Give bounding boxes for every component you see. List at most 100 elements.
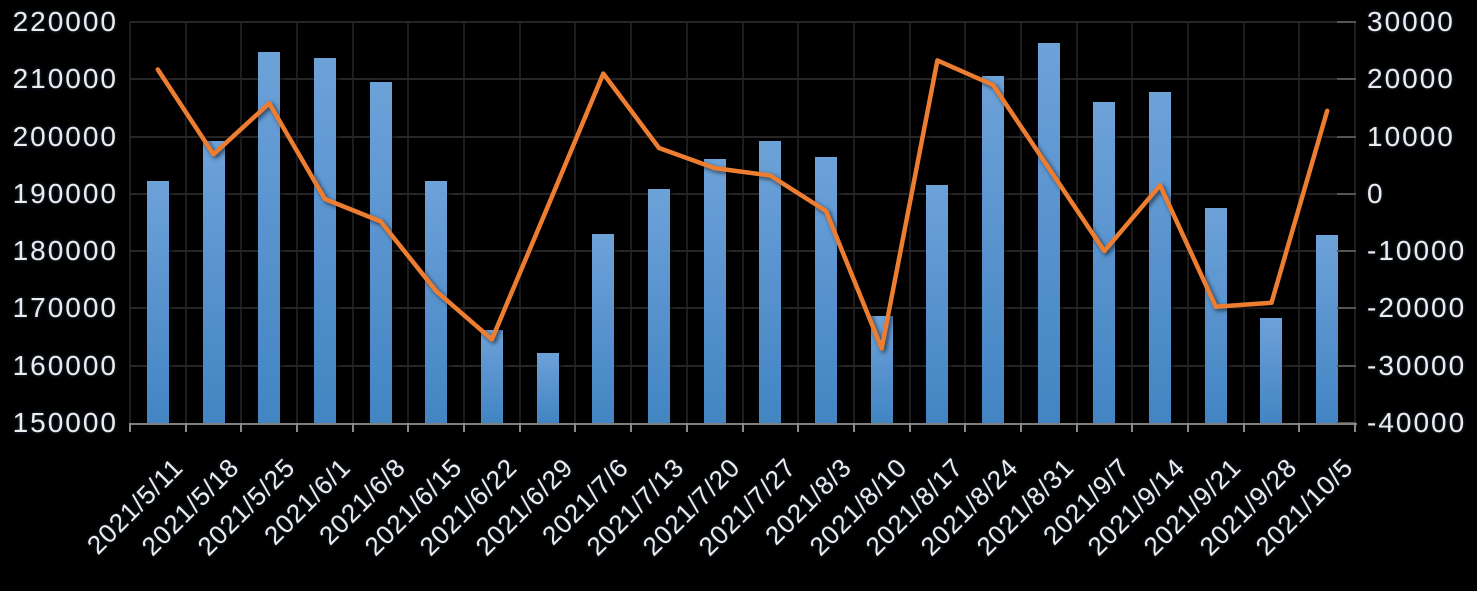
bar-2021-5-11[interactable] [146, 180, 169, 423]
bar-2021-7-27[interactable] [759, 140, 782, 423]
bar-2021-6-1[interactable] [313, 58, 336, 423]
left-axis-tick-label: 150000 [12, 407, 118, 438]
right-axis-tick-label: 20000 [1367, 63, 1455, 95]
x-axis-tick [518, 423, 521, 432]
right-axis-tick [1337, 364, 1356, 367]
x-axis-tick [630, 423, 633, 432]
x-axis-tick [908, 423, 911, 432]
right-axis-tick-label: -30000 [1367, 349, 1467, 381]
vertical-gridline [184, 22, 187, 423]
bar-2021-8-31[interactable] [1037, 42, 1060, 423]
x-axis-tick [574, 423, 577, 432]
horizontal-gridline [130, 307, 1355, 310]
horizontal-gridline [130, 135, 1355, 138]
x-axis-tick [685, 423, 688, 432]
bar-2021-9-7[interactable] [1093, 102, 1116, 423]
x-axis-line [130, 423, 1357, 425]
bar-2021-6-15[interactable] [425, 181, 448, 423]
bar-2021-5-25[interactable] [258, 51, 281, 423]
right-axis-tick [1337, 21, 1356, 23]
right-axis-tick-label: 30000 [1367, 6, 1455, 37]
left-axis-tick-label: 200000 [12, 120, 118, 152]
vertical-gridline [685, 22, 688, 423]
vertical-gridline [1354, 22, 1356, 423]
x-axis-tick [1075, 423, 1078, 432]
x-axis-tick [129, 423, 131, 432]
x-axis-tick [852, 423, 855, 432]
vertical-gridline [1242, 22, 1245, 423]
x-axis-tick [407, 423, 410, 432]
x-axis-tick [1298, 423, 1301, 432]
bar-2021-8-3[interactable] [815, 157, 838, 423]
bar-2021-6-8[interactable] [369, 82, 392, 423]
x-axis-tick [1131, 423, 1134, 432]
bar-2021-7-20[interactable] [703, 158, 726, 423]
bar-2021-8-24[interactable] [982, 75, 1005, 423]
right-axis-tick-label: -10000 [1367, 235, 1467, 267]
horizontal-gridline [130, 21, 1355, 23]
x-axis-tick [964, 423, 967, 432]
bar-2021-8-10[interactable] [870, 315, 893, 423]
x-axis-tick [240, 423, 243, 432]
left-axis-tick-label: 220000 [12, 6, 118, 37]
x-axis-tick [1354, 423, 1356, 432]
vertical-gridline [463, 22, 466, 423]
bar-2021-10-5[interactable] [1316, 235, 1339, 423]
vertical-gridline [407, 22, 410, 423]
x-axis-tick [296, 423, 299, 432]
left-axis-tick-label: 190000 [12, 177, 118, 209]
vertical-gridline [1186, 22, 1189, 423]
bar-2021-5-18[interactable] [202, 141, 225, 423]
vertical-gridline [296, 22, 299, 423]
x-axis-tick [463, 423, 466, 432]
vertical-gridline [908, 22, 911, 423]
vertical-gridline [240, 22, 243, 423]
right-axis-tick-label: 10000 [1367, 120, 1455, 152]
vertical-gridline [574, 22, 577, 423]
x-axis-tick [1242, 423, 1245, 432]
right-axis-tick-label: -40000 [1367, 407, 1467, 438]
bar-2021-7-13[interactable] [647, 188, 670, 423]
right-axis-tick [1337, 250, 1356, 253]
bar-2021-6-29[interactable] [536, 353, 559, 423]
bar-2021-9-28[interactable] [1260, 317, 1283, 423]
x-axis-tick [351, 423, 354, 432]
bar-2021-7-6[interactable] [592, 233, 615, 423]
vertical-gridline [1019, 22, 1022, 423]
vertical-gridline [351, 22, 354, 423]
right-axis-tick [1337, 307, 1356, 310]
vertical-gridline [964, 22, 967, 423]
x-axis-tick [797, 423, 800, 432]
bar-2021-9-21[interactable] [1204, 207, 1227, 423]
right-axis-tick [1337, 192, 1356, 195]
left-axis-tick-label: 160000 [12, 349, 118, 381]
horizontal-gridline [130, 364, 1355, 367]
x-axis-tick [184, 423, 187, 432]
vertical-gridline [741, 22, 744, 423]
x-axis-tick [1186, 423, 1189, 432]
right-axis-tick-label: -20000 [1367, 292, 1467, 324]
vertical-gridline [518, 22, 521, 423]
left-axis-tick-label: 180000 [12, 235, 118, 267]
vertical-gridline [1075, 22, 1078, 423]
vertical-gridline [1131, 22, 1134, 423]
right-axis-tick-label: 0 [1367, 177, 1385, 209]
right-axis-tick [1337, 135, 1356, 138]
left-axis-tick-label: 210000 [12, 63, 118, 95]
vertical-gridline [797, 22, 800, 423]
x-axis-tick [741, 423, 744, 432]
bar-2021-6-22[interactable] [480, 330, 503, 423]
vertical-gridline [1298, 22, 1301, 423]
vertical-gridline [852, 22, 855, 423]
line-weekly-change-line[interactable] [155, 58, 1330, 351]
bar-2021-8-17[interactable] [926, 184, 949, 423]
horizontal-gridline [130, 192, 1355, 195]
right-axis-tick [1337, 78, 1356, 81]
horizontal-gridline [130, 78, 1355, 81]
left-axis-tick-label: 170000 [12, 292, 118, 324]
vertical-gridline [129, 22, 131, 423]
bar-2021-9-14[interactable] [1149, 92, 1172, 423]
x-axis-tick [1019, 423, 1022, 432]
